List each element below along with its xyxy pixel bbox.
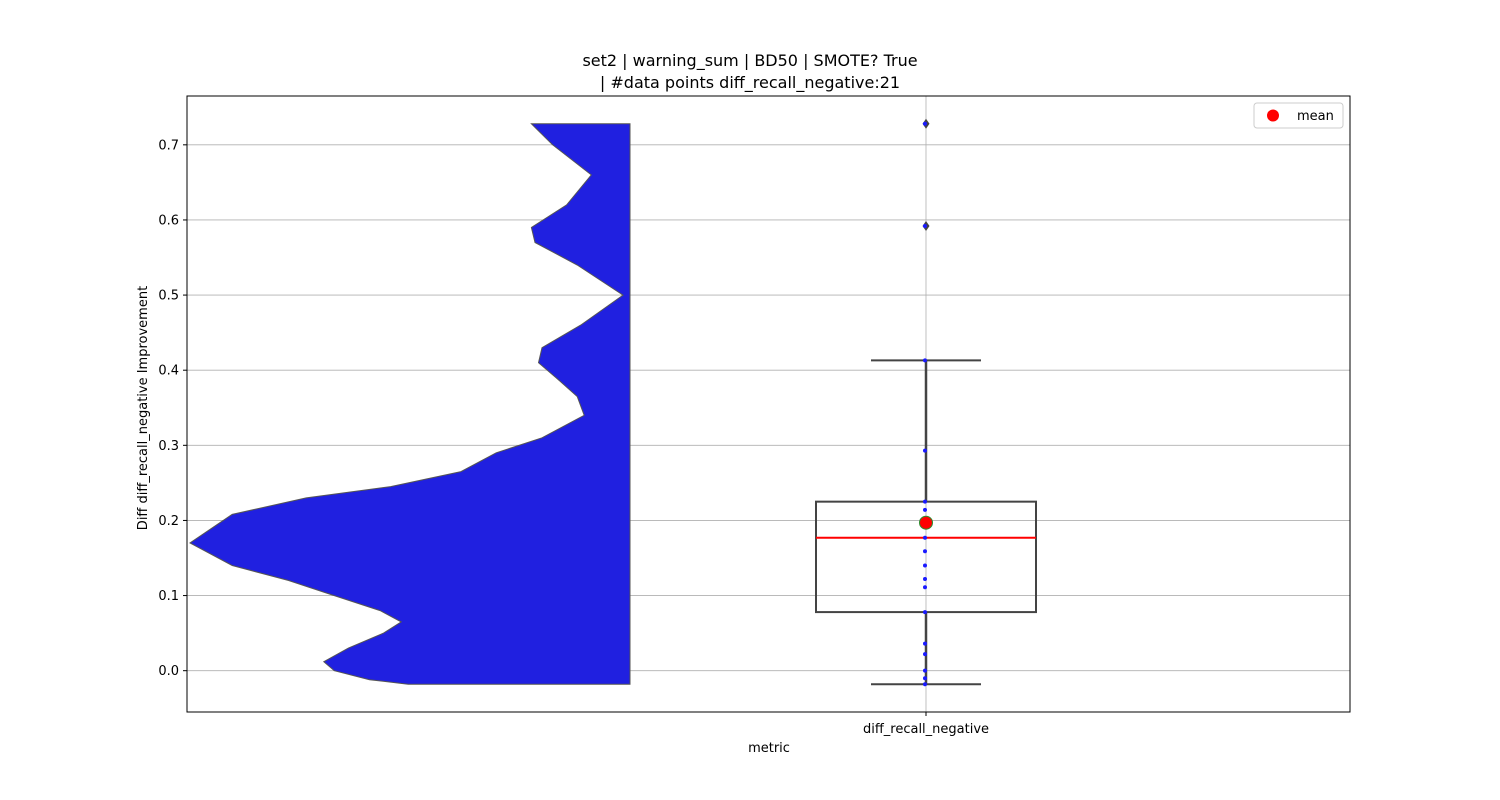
violin-layer xyxy=(189,123,631,685)
legend-marker xyxy=(1267,109,1279,122)
legend: mean xyxy=(1253,102,1344,129)
x-axis-label: metric xyxy=(748,741,790,756)
plot-frame xyxy=(186,95,1351,713)
axis-layer: 0.0 0.1 0.2 0.3 0.4 0.5 0.6 0.7 diff_recall_nega… xyxy=(158,138,989,737)
y-tick-label: 0.3 xyxy=(158,439,179,454)
y-tick-label: 0.7 xyxy=(158,138,179,153)
y-tick-label: 0.2 xyxy=(158,514,179,529)
data-point xyxy=(923,507,927,512)
data-point xyxy=(923,563,927,568)
data-point xyxy=(923,610,927,615)
data-point xyxy=(923,499,927,504)
violin-body xyxy=(189,123,631,685)
legend-label: mean xyxy=(1297,109,1334,124)
legend-box xyxy=(1253,102,1344,129)
data-point xyxy=(923,121,927,126)
data-point xyxy=(923,652,927,657)
data-point xyxy=(923,682,927,687)
y-axis-label: Diff diff_recall_negative Improvement xyxy=(136,286,151,530)
data-point xyxy=(923,535,927,540)
data-point xyxy=(923,668,927,673)
data-point xyxy=(923,585,927,590)
data-point xyxy=(923,676,927,681)
data-point xyxy=(923,448,927,453)
points-layer xyxy=(919,121,933,687)
y-tick-label: 0.6 xyxy=(158,213,179,228)
x-tick-label: diff_recall_negative xyxy=(863,722,989,737)
data-point xyxy=(923,577,927,582)
data-point xyxy=(923,358,927,363)
chart-title-line2: | #data points diff_recall_negative:21 xyxy=(599,73,901,92)
mean-marker xyxy=(919,515,933,530)
y-tick-label: 0.4 xyxy=(158,364,179,379)
chart-title-line1: set2 | warning_sum | BD50 | SMOTE? True xyxy=(582,51,918,70)
data-point xyxy=(923,641,927,646)
y-tick-label: 0.5 xyxy=(158,289,179,304)
data-point xyxy=(923,223,927,228)
grid-layer xyxy=(187,96,1350,712)
y-tick-label: 0.1 xyxy=(158,589,179,604)
data-point xyxy=(923,549,927,554)
y-tick-label: 0.0 xyxy=(158,664,179,679)
